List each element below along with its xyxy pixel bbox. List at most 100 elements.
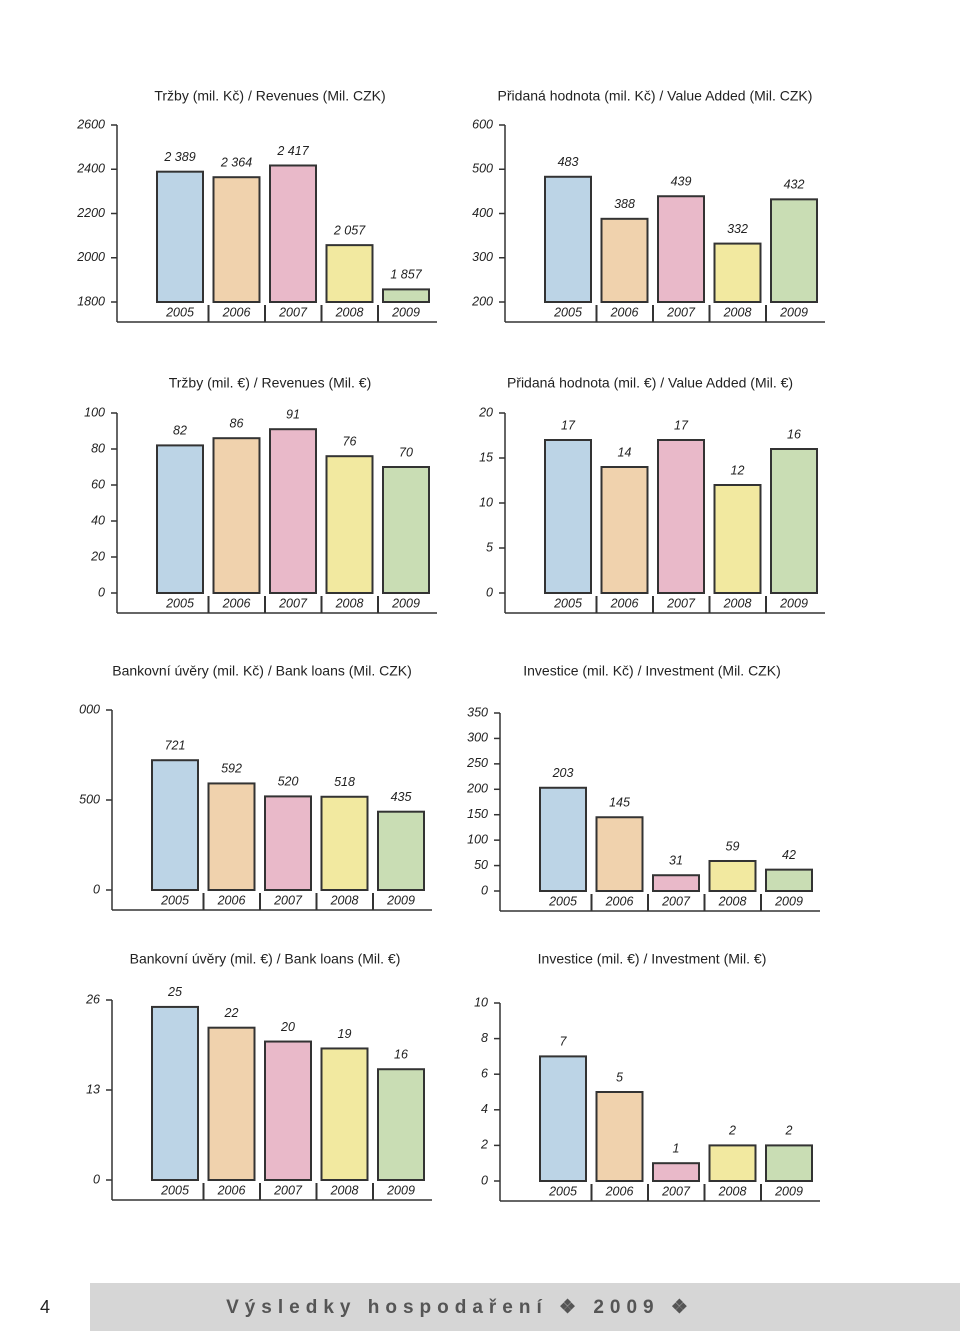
y-tick-label: 2400 — [76, 162, 105, 176]
x-tick-label: 2009 — [779, 305, 808, 319]
x-tick-label: 2009 — [779, 596, 808, 610]
y-tick-label: 200 — [471, 294, 493, 308]
x-tick-label: 2005 — [160, 893, 189, 907]
value-label: 16 — [787, 427, 801, 441]
x-tick-label: 2008 — [718, 1184, 747, 1198]
x-tick-label: 2009 — [386, 893, 415, 907]
bar — [269, 428, 317, 595]
y-tick-label: 2 — [480, 1138, 488, 1152]
y-tick-label: 300 — [472, 250, 493, 264]
value-label: 520 — [278, 775, 299, 789]
value-label: 439 — [671, 175, 692, 189]
x-tick-label: 2009 — [774, 1184, 803, 1198]
y-tick-label: 15 — [479, 450, 493, 464]
y-tick-label: 5 — [486, 540, 493, 554]
bar — [151, 759, 199, 891]
bar — [765, 868, 813, 893]
value-label: 1 — [673, 1141, 680, 1155]
value-label: 518 — [334, 775, 355, 789]
chart-title: Investice (mil. Kč) / Investment (Mil. C… — [523, 663, 780, 679]
bar — [325, 455, 374, 595]
y-tick-label: 200 — [466, 782, 488, 796]
bar — [539, 786, 587, 893]
value-label: 17 — [561, 418, 576, 432]
x-tick-label: 2007 — [273, 1183, 303, 1197]
x-tick-label: 2006 — [610, 596, 639, 610]
bar — [708, 1144, 757, 1183]
value-label: 12 — [731, 463, 745, 477]
y-tick-label: 40 — [91, 513, 105, 527]
value-label: 76 — [343, 434, 357, 448]
bar — [264, 795, 312, 892]
y-tick-label: 2600 — [76, 117, 105, 131]
bar — [595, 816, 644, 892]
y-tick-label: 0 — [481, 883, 488, 897]
x-tick-label: 2007 — [666, 305, 696, 319]
value-label: 86 — [230, 416, 244, 430]
bar — [544, 439, 592, 594]
x-tick-label: 2006 — [217, 1183, 246, 1197]
bar — [382, 466, 430, 594]
x-tick-label: 2005 — [548, 1184, 577, 1198]
y-tick-label: 150 — [467, 807, 488, 821]
value-label: 91 — [286, 407, 300, 421]
bar — [595, 1091, 644, 1182]
bar — [382, 288, 430, 304]
y-tick-label: 500 — [472, 162, 493, 176]
bar — [325, 244, 374, 303]
bar — [377, 1068, 425, 1181]
x-tick-label: 2008 — [718, 894, 747, 908]
chart-title: Bankovní úvěry (mil. €) / Bank loans (Mi… — [130, 951, 401, 967]
value-label: 2 — [785, 1124, 793, 1138]
y-tick-label: 8 — [481, 1031, 488, 1045]
value-label: 203 — [552, 766, 574, 780]
page-number: 4 — [40, 1297, 50, 1317]
value-label: 82 — [173, 424, 187, 438]
bar — [320, 1047, 369, 1182]
y-tick-label: 80 — [91, 441, 105, 455]
x-tick-label: 2008 — [723, 596, 752, 610]
y-tick-label: 4 — [481, 1102, 488, 1116]
y-tick-label: 400 — [472, 206, 493, 220]
y-tick-label: 250 — [466, 756, 488, 770]
chart-title: Tržby (mil. Kč) / Revenues (Mil. CZK) — [154, 88, 385, 104]
bar — [652, 1162, 700, 1182]
x-tick-label: 2008 — [723, 305, 752, 319]
x-tick-label: 2005 — [160, 1183, 189, 1197]
x-tick-label: 2007 — [273, 893, 303, 907]
chart-title: Tržby (mil. €) / Revenues (Mil. €) — [169, 375, 372, 391]
value-label: 721 — [165, 739, 186, 753]
y-tick-label: 50 — [474, 858, 488, 872]
x-tick-label: 2009 — [391, 305, 420, 319]
y-tick-label: 350 — [467, 705, 488, 719]
bar — [212, 176, 261, 303]
bar — [657, 439, 705, 594]
x-tick-label: 2005 — [165, 596, 194, 610]
chart-title: Bankovní úvěry (mil. Kč) / Bank loans (M… — [112, 663, 412, 679]
bar — [207, 1026, 256, 1181]
x-tick-label: 2007 — [666, 596, 696, 610]
y-tick-label: 60 — [91, 477, 105, 491]
x-tick-label: 2008 — [335, 305, 364, 319]
y-tick-label: 600 — [472, 117, 493, 131]
x-tick-label: 2007 — [661, 1184, 691, 1198]
value-label: 14 — [618, 445, 632, 459]
value-label: 2 057 — [333, 223, 366, 237]
x-tick-label: 2006 — [605, 1184, 634, 1198]
value-label: 592 — [221, 762, 242, 776]
y-tick-label: 0 — [93, 882, 100, 896]
value-label: 59 — [726, 839, 740, 853]
value-label: 20 — [280, 1020, 295, 1034]
value-label: 22 — [224, 1006, 239, 1020]
bar — [765, 1144, 813, 1183]
value-label: 31 — [669, 854, 683, 868]
bar — [212, 437, 261, 595]
x-tick-label: 2008 — [335, 596, 364, 610]
value-label: 16 — [394, 1048, 408, 1062]
bar — [770, 448, 818, 594]
y-tick-label: 13 — [86, 1082, 100, 1096]
x-tick-label: 2005 — [165, 305, 194, 319]
bar — [708, 859, 757, 892]
footer-band — [90, 1283, 960, 1331]
x-tick-label: 2008 — [330, 893, 359, 907]
